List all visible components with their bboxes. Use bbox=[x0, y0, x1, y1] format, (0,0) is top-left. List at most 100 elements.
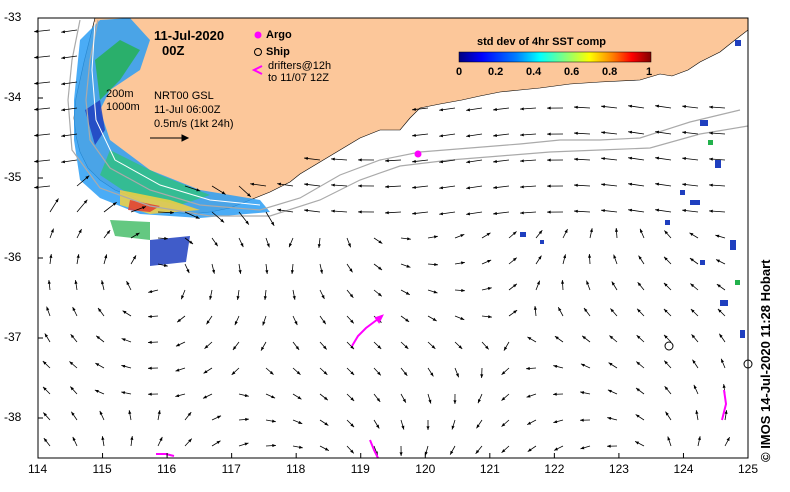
y-tick-label: -36 bbox=[4, 250, 22, 264]
current-vector-head bbox=[412, 211, 416, 215]
x-tick-label: 117 bbox=[221, 462, 241, 476]
current-vector-head bbox=[692, 359, 696, 364]
current-vector-head bbox=[377, 292, 382, 297]
current-vector-head bbox=[99, 410, 103, 415]
current-vector-head bbox=[628, 104, 633, 108]
current-vector-head bbox=[486, 232, 491, 237]
current-vector-head bbox=[221, 191, 226, 195]
current-vector-head bbox=[690, 283, 695, 288]
map-time: 00Z bbox=[162, 43, 185, 58]
current-vector-head bbox=[563, 254, 567, 259]
current-vector-head bbox=[487, 259, 492, 263]
current-vector-head bbox=[407, 237, 411, 241]
current-vector-head bbox=[324, 447, 329, 451]
current-vector-head bbox=[296, 371, 301, 375]
current-vector-head bbox=[589, 228, 593, 233]
current-vector-head bbox=[628, 182, 633, 186]
current-vector-head bbox=[553, 364, 558, 368]
current-vector-head bbox=[277, 208, 282, 212]
current-vector-head bbox=[439, 160, 444, 164]
current-vector-head bbox=[47, 280, 51, 284]
current-vector-head bbox=[43, 386, 47, 391]
current-vector-head bbox=[112, 202, 117, 206]
current-vector-head bbox=[148, 366, 152, 370]
current-vector-head bbox=[250, 182, 255, 186]
scale-arrow bbox=[150, 134, 190, 142]
current-vector-head bbox=[475, 449, 480, 454]
y-tick-label: -33 bbox=[4, 10, 22, 24]
current-vector-head bbox=[298, 420, 303, 424]
current-vector-head bbox=[402, 398, 406, 403]
current-vector-head bbox=[76, 254, 80, 259]
current-vector-head bbox=[553, 420, 558, 424]
current-vector-head bbox=[466, 186, 471, 190]
ship-legend-label: Ship bbox=[266, 46, 290, 58]
current-vector-head bbox=[350, 423, 355, 428]
current-vector-head bbox=[493, 159, 497, 164]
current-vector-head bbox=[717, 308, 722, 313]
current-vector-head bbox=[304, 156, 308, 161]
current-vector-head bbox=[722, 384, 726, 388]
current-vector-head bbox=[323, 345, 327, 350]
current-vector-head bbox=[34, 133, 38, 137]
current-vector-head bbox=[682, 156, 686, 161]
current-vector-head bbox=[547, 184, 551, 188]
current-vector-head bbox=[682, 182, 686, 187]
current-vector-head bbox=[466, 134, 471, 138]
current-vector-head bbox=[547, 210, 551, 214]
y-tick-label: -35 bbox=[4, 170, 22, 184]
drifter-legend-line2: to 11/07 12Z bbox=[268, 72, 329, 84]
current-vector-head bbox=[61, 160, 66, 164]
x-tick-label: 120 bbox=[415, 462, 436, 476]
current-vector-head bbox=[401, 425, 405, 430]
current-vector-head bbox=[721, 358, 725, 363]
isobath-200m bbox=[85, 19, 741, 211]
current-vector-head bbox=[665, 411, 669, 416]
current-vector-head bbox=[664, 334, 668, 339]
current-vector-head bbox=[175, 394, 180, 398]
current-vector-head bbox=[70, 334, 75, 339]
current-vector-head bbox=[520, 133, 524, 137]
current-vector-head bbox=[217, 415, 222, 419]
current-vector-head bbox=[122, 310, 127, 314]
current-vector-head bbox=[547, 132, 551, 136]
current-vector-head bbox=[376, 424, 380, 429]
current-vector-head bbox=[181, 295, 185, 300]
current-vector-head bbox=[564, 229, 568, 234]
current-vector-head bbox=[554, 447, 559, 451]
current-vector-head bbox=[601, 183, 605, 187]
credit-label: © IMOS 14-Jul-2020 11:28 Hobart bbox=[758, 259, 773, 463]
current-vector-head bbox=[324, 422, 329, 426]
current-vector-head bbox=[148, 290, 153, 294]
current-vector-head bbox=[204, 345, 209, 349]
current-vector-head bbox=[520, 107, 524, 111]
current-vector-head bbox=[601, 157, 605, 161]
current-vector-head bbox=[245, 417, 249, 422]
current-vector-head bbox=[520, 159, 524, 163]
current-vector-head bbox=[377, 345, 382, 349]
current-vector-head bbox=[132, 255, 137, 260]
current-vector-head bbox=[526, 394, 531, 398]
current-vector-head bbox=[439, 186, 444, 190]
current-vector-head bbox=[582, 335, 587, 340]
current-vector-head bbox=[331, 157, 335, 161]
current-vector-head bbox=[324, 396, 328, 401]
argo-legend-icon bbox=[254, 31, 262, 39]
current-vector-head bbox=[350, 319, 354, 324]
current-vector-head bbox=[460, 261, 465, 265]
colorbar bbox=[458, 51, 652, 63]
current-vector-head bbox=[412, 107, 416, 111]
current-vector-head bbox=[574, 131, 578, 135]
current-vector-head bbox=[426, 426, 430, 430]
current-vector-head bbox=[526, 366, 530, 371]
current-vector-head bbox=[350, 345, 355, 350]
colorbar-tick: 0 bbox=[456, 66, 463, 78]
current-vector-head bbox=[61, 30, 66, 34]
current-vector-head bbox=[430, 372, 434, 377]
current-vector-head bbox=[350, 371, 355, 376]
current-vector-head bbox=[439, 134, 444, 138]
current-vector-head bbox=[689, 258, 694, 262]
current-vector-head bbox=[277, 182, 282, 186]
current-vector-head bbox=[265, 270, 269, 274]
current-vector-head bbox=[637, 308, 641, 313]
